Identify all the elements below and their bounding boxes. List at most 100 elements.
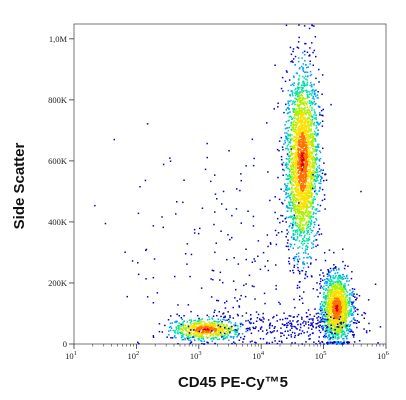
data-point [180, 325, 182, 327]
data-point [194, 319, 197, 322]
data-point [240, 322, 243, 325]
data-point [296, 231, 299, 233]
data-point [292, 238, 295, 240]
data-point [332, 306, 334, 308]
data-point [302, 75, 304, 78]
data-point [255, 326, 257, 328]
data-point [211, 318, 214, 320]
data-point [201, 334, 203, 337]
data-point [313, 140, 315, 142]
data-point [215, 337, 218, 339]
data-point [296, 198, 298, 200]
data-point [349, 293, 351, 295]
data-point [182, 338, 184, 341]
data-point [309, 205, 312, 207]
data-point [294, 141, 297, 143]
data-point [346, 299, 349, 302]
data-point [309, 161, 312, 163]
data-point [330, 291, 332, 293]
data-point [312, 102, 315, 104]
data-point [252, 225, 255, 227]
data-point [321, 308, 324, 310]
data-point [308, 120, 310, 123]
data-point [170, 315, 172, 317]
data-point [356, 297, 358, 299]
data-point [294, 103, 296, 106]
data-point [301, 113, 304, 116]
data-point [247, 319, 249, 322]
data-point [296, 144, 298, 147]
data-point [327, 343, 329, 345]
data-point [295, 142, 297, 144]
data-point [294, 217, 296, 219]
data-point [283, 143, 285, 145]
data-point [295, 186, 297, 189]
data-point [215, 330, 217, 332]
data-point [267, 171, 269, 173]
data-point [309, 313, 311, 316]
data-point [328, 331, 330, 333]
data-point [310, 215, 312, 217]
data-point [315, 180, 318, 182]
data-point [307, 155, 310, 157]
data-point [290, 61, 292, 63]
data-point [315, 234, 317, 236]
data-point [367, 299, 370, 301]
data-point [310, 210, 312, 213]
data-point [285, 205, 288, 207]
data-point [309, 134, 312, 137]
data-point [301, 247, 304, 250]
data-point [305, 111, 308, 114]
data-point [303, 159, 305, 161]
data-point [350, 309, 353, 312]
data-point [304, 137, 306, 140]
data-point [301, 171, 304, 173]
data-point [211, 269, 214, 272]
data-point [324, 309, 327, 311]
data-point [195, 326, 198, 328]
data-point [310, 171, 313, 174]
data-point [288, 248, 290, 251]
data-point [298, 215, 301, 217]
data-point [307, 165, 310, 167]
data-point [286, 187, 289, 189]
data-point [289, 270, 291, 272]
data-point [288, 79, 291, 81]
data-point [225, 325, 228, 327]
data-point [296, 263, 299, 266]
data-point [339, 296, 342, 299]
data-point [289, 46, 292, 49]
data-point [295, 126, 298, 129]
data-point [292, 257, 295, 260]
data-point [302, 220, 304, 223]
data-point [325, 179, 328, 181]
data-point [287, 140, 289, 142]
data-point [301, 111, 303, 113]
data-point [353, 300, 355, 303]
data-point [291, 184, 293, 187]
data-point [302, 261, 304, 264]
data-point [217, 318, 219, 320]
data-point [308, 102, 311, 104]
data-point [305, 125, 307, 127]
data-point [294, 233, 296, 235]
data-point [329, 271, 332, 273]
data-point [224, 327, 226, 329]
data-point [307, 242, 309, 245]
data-point [346, 294, 348, 297]
data-point [310, 73, 313, 76]
data-point [330, 290, 333, 293]
data-point [340, 326, 343, 329]
data-point [339, 309, 341, 311]
data-point [303, 114, 305, 116]
data-point [333, 277, 335, 279]
data-point [183, 179, 185, 181]
data-point [304, 112, 307, 114]
data-point [342, 312, 344, 314]
data-point [329, 309, 331, 311]
data-point [308, 146, 310, 149]
data-point [311, 109, 313, 111]
data-point [308, 206, 311, 208]
data-point [291, 175, 294, 177]
data-point [226, 336, 228, 339]
